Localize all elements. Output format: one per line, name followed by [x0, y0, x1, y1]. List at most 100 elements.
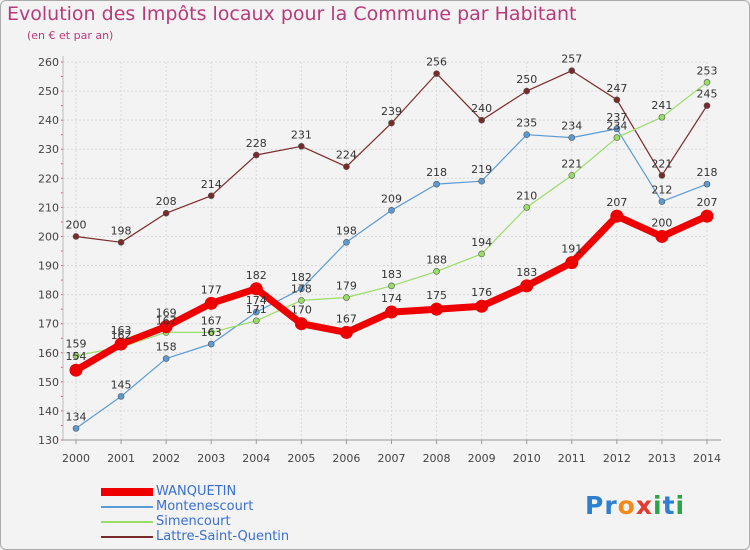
point-simencourt-2000[interactable] — [72, 352, 80, 359]
point-wanquetin-2000[interactable] — [69, 363, 83, 377]
data-label-montenescourt-2012: 237 — [606, 111, 627, 124]
x-tick-label: 2008 — [423, 452, 451, 465]
point-wanquetin-2012[interactable] — [610, 209, 624, 223]
logo-letter: r — [604, 491, 618, 520]
x-tick-label: 2010 — [513, 452, 541, 465]
x-tick-label: 2004 — [242, 452, 270, 465]
legend-label-simencourt: Simencourt — [156, 514, 231, 529]
point-lattre-saint-quentin-2014[interactable] — [703, 102, 711, 109]
point-montenescourt-2004[interactable] — [252, 308, 260, 316]
data-label-simencourt-2010: 210 — [516, 189, 537, 202]
point-lattre-saint-quentin-2007[interactable] — [388, 119, 395, 127]
legend-label-montenescourt: Montenescourt — [156, 499, 254, 514]
point-simencourt-2010[interactable] — [523, 204, 531, 211]
logo-letter: t — [662, 491, 676, 520]
y-tick-label: 260 — [38, 56, 59, 69]
data-label-montenescourt-2000: 134 — [66, 410, 87, 423]
point-wanquetin-2001[interactable] — [114, 337, 128, 351]
x-tick-label: 2003 — [197, 452, 225, 465]
point-montenescourt-2013[interactable] — [658, 198, 666, 205]
point-simencourt-2006[interactable] — [343, 294, 350, 301]
legend-label-lattre-saint-quentin: Lattre-Saint-Quentin — [156, 529, 290, 544]
point-wanquetin-2007[interactable] — [385, 305, 398, 319]
data-label-montenescourt-2004: 174 — [246, 294, 267, 307]
point-lattre-saint-quentin-2011[interactable] — [568, 67, 576, 75]
data-label-lattre-saint-quentin-2006: 224 — [336, 149, 357, 162]
point-lattre-saint-quentin-2001[interactable] — [117, 238, 125, 246]
proxiti-logo[interactable]: Proxiti — [585, 491, 685, 520]
point-lattre-saint-quentin-2008[interactable] — [433, 70, 440, 77]
point-montenescourt-2000[interactable] — [72, 425, 80, 432]
point-montenescourt-2007[interactable] — [388, 206, 395, 214]
point-lattre-saint-quentin-2012[interactable] — [613, 96, 621, 104]
data-label-wanquetin-2007: 174 — [381, 292, 402, 305]
data-label-simencourt-2008: 188 — [426, 253, 447, 266]
point-simencourt-2004[interactable] — [252, 317, 260, 325]
data-label-wanquetin-2013: 200 — [651, 216, 672, 229]
point-montenescourt-2006[interactable] — [343, 238, 350, 246]
data-label-simencourt-2001: 162 — [111, 329, 132, 342]
point-montenescourt-2014[interactable] — [703, 180, 711, 188]
point-simencourt-2011[interactable] — [568, 172, 576, 179]
point-simencourt-2003[interactable] — [207, 329, 215, 336]
data-label-simencourt-2009: 194 — [471, 236, 492, 249]
point-simencourt-2013[interactable] — [658, 113, 666, 121]
data-label-simencourt-2013: 241 — [651, 99, 672, 112]
point-wanquetin-2004[interactable] — [249, 282, 263, 296]
point-simencourt-2008[interactable] — [433, 268, 440, 275]
data-label-simencourt-2005: 178 — [291, 282, 312, 295]
plot-area — [63, 62, 707, 440]
point-simencourt-2007[interactable] — [388, 282, 395, 290]
y-tick-label: 130 — [38, 434, 59, 447]
point-wanquetin-2009[interactable] — [475, 299, 489, 313]
point-simencourt-2005[interactable] — [298, 297, 305, 304]
point-montenescourt-2002[interactable] — [162, 355, 170, 362]
point-lattre-saint-quentin-2005[interactable] — [298, 143, 305, 150]
point-wanquetin-2013[interactable] — [655, 229, 669, 243]
data-label-montenescourt-2011: 234 — [561, 120, 582, 133]
point-montenescourt-2001[interactable] — [117, 393, 125, 400]
point-lattre-saint-quentin-2004[interactable] — [252, 151, 260, 159]
point-simencourt-2009[interactable] — [478, 250, 485, 258]
x-tick-label: 2014 — [693, 452, 721, 465]
data-label-lattre-saint-quentin-2004: 228 — [246, 137, 267, 150]
logo-letter: i — [653, 491, 663, 520]
point-lattre-saint-quentin-2002[interactable] — [162, 209, 170, 217]
point-lattre-saint-quentin-2003[interactable] — [207, 192, 215, 200]
point-wanquetin-2005[interactable] — [294, 317, 308, 331]
data-label-lattre-saint-quentin-2000: 200 — [66, 218, 87, 231]
x-tick-label: 2001 — [107, 452, 135, 465]
point-montenescourt-2009[interactable] — [478, 177, 485, 185]
point-wanquetin-2014[interactable] — [700, 209, 714, 223]
data-label-lattre-saint-quentin-2003: 214 — [201, 178, 222, 191]
point-wanquetin-2011[interactable] — [565, 256, 579, 270]
x-tick-label: 2005 — [287, 452, 315, 465]
point-montenescourt-2011[interactable] — [568, 134, 576, 141]
point-lattre-saint-quentin-2010[interactable] — [523, 87, 531, 95]
point-simencourt-2014[interactable] — [703, 79, 711, 86]
data-label-lattre-saint-quentin-2007: 239 — [381, 105, 402, 118]
point-lattre-saint-quentin-2006[interactable] — [343, 163, 350, 170]
data-label-wanquetin-2008: 175 — [426, 289, 447, 302]
point-wanquetin-2006[interactable] — [339, 325, 353, 339]
point-lattre-saint-quentin-2000[interactable] — [72, 233, 80, 240]
point-simencourt-2012[interactable] — [613, 134, 621, 141]
point-wanquetin-2008[interactable] — [430, 302, 444, 316]
data-label-montenescourt-2008: 218 — [426, 166, 447, 179]
data-label-lattre-saint-quentin-2012: 247 — [606, 82, 627, 95]
point-lattre-saint-quentin-2013[interactable] — [658, 172, 666, 179]
data-label-wanquetin-2002: 169 — [156, 307, 177, 320]
point-wanquetin-2003[interactable] — [204, 296, 218, 310]
point-wanquetin-2010[interactable] — [520, 279, 534, 293]
point-wanquetin-2002[interactable] — [159, 320, 173, 334]
y-tick-label: 230 — [38, 143, 59, 156]
point-montenescourt-2003[interactable] — [207, 340, 215, 348]
data-label-montenescourt-2010: 235 — [516, 117, 537, 130]
point-montenescourt-2010[interactable] — [523, 131, 531, 138]
point-montenescourt-2012[interactable] — [613, 125, 621, 133]
point-lattre-saint-quentin-2009[interactable] — [478, 116, 485, 124]
point-montenescourt-2008[interactable] — [433, 180, 440, 188]
y-tick-label: 190 — [38, 260, 59, 273]
data-label-wanquetin-2009: 176 — [471, 286, 492, 299]
point-montenescourt-2005[interactable] — [298, 285, 305, 293]
